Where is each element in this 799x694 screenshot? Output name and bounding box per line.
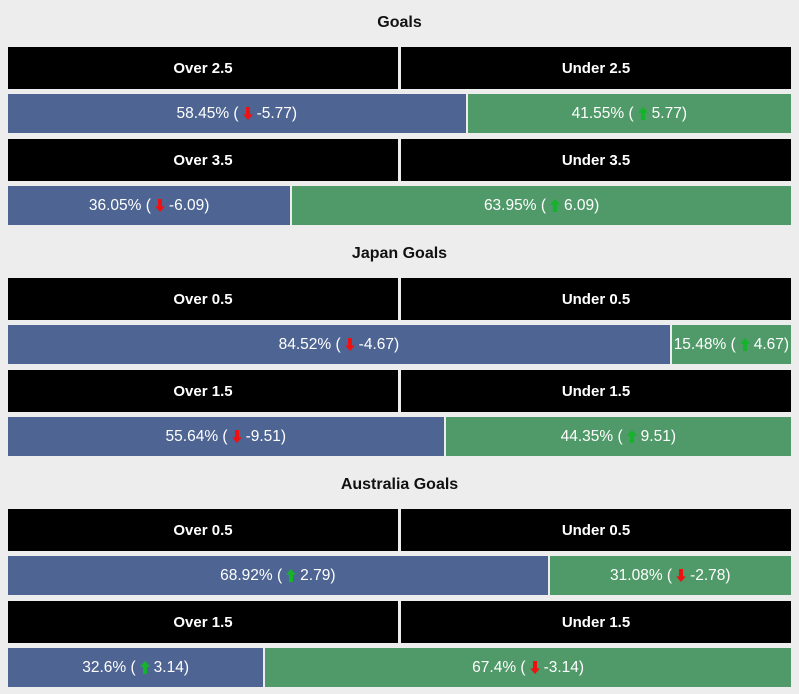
under-bar-segment: 44.35% ( 9.51) (445, 417, 791, 456)
market-header-row: Over 0.5 Under 0.5 (8, 278, 791, 320)
under-header: Under 0.5 (401, 278, 791, 320)
under-bar-segment: 15.48% ( 4.67) (671, 325, 791, 364)
over-percentage: 55.64% ( (165, 427, 228, 445)
over-bar-segment: 68.92% ( 2.79) (8, 556, 548, 595)
probability-bar: 58.45% ( -5.77) 41.55% ( 5.77) (8, 94, 791, 133)
under-header: Under 1.5 (401, 370, 791, 412)
under-header: Under 1.5 (401, 601, 791, 643)
trend-down-icon (676, 569, 686, 582)
over-bar-segment: 84.52% ( -4.67) (8, 325, 670, 364)
section-title-goals: Goals (377, 14, 422, 31)
over-header: Over 0.5 (8, 278, 398, 320)
probability-bar: 36.05% ( -6.09) 63.95% ( 6.09) (8, 186, 791, 225)
under-delta: 6.09) (563, 196, 600, 214)
section-title-australia-goals: Australia Goals (340, 476, 459, 493)
trend-up-icon (626, 430, 637, 443)
trend-down-icon (529, 661, 540, 674)
under-delta: 5.77) (651, 104, 688, 122)
over-header: Over 0.5 (8, 509, 398, 551)
over-header: Over 2.5 (8, 47, 398, 89)
under-percentage: 67.4% ( (472, 658, 526, 676)
under-header: Under 0.5 (401, 509, 791, 551)
section-title-japan-goals: Japan Goals (351, 245, 448, 262)
over-delta: -6.09) (168, 196, 210, 214)
under-percentage: 44.35% ( (560, 427, 623, 445)
over-delta: 3.14) (153, 658, 189, 676)
under-header: Under 3.5 (401, 139, 791, 181)
under-bar-segment: 41.55% ( 5.77) (467, 94, 791, 133)
over-delta: -9.51) (245, 427, 287, 445)
probability-bar: 84.52% ( -4.67) 15.48% ( 4.67) (8, 325, 791, 364)
over-percentage: 84.52% ( (278, 335, 341, 353)
trend-up-icon (739, 338, 750, 351)
under-header: Under 2.5 (401, 47, 791, 89)
under-delta: -2.78) (690, 566, 731, 584)
over-bar-segment: 55.64% ( -9.51) (8, 417, 444, 456)
market-header-row: Over 2.5 Under 2.5 (8, 47, 791, 89)
market-header-row: Over 3.5 Under 3.5 (8, 139, 791, 181)
under-percentage: 31.08% ( (610, 566, 673, 584)
probability-bar: 55.64% ( -9.51) 44.35% ( 9.51) (8, 417, 791, 456)
under-percentage: 41.55% ( (571, 104, 634, 122)
trend-up-icon (139, 661, 150, 674)
over-delta: -4.67) (358, 335, 400, 353)
over-header: Over 1.5 (8, 601, 398, 643)
over-percentage: 32.6% ( (82, 658, 136, 676)
trend-down-icon (344, 338, 355, 351)
trend-up-icon (637, 107, 648, 120)
over-percentage: 68.92% ( (220, 566, 283, 584)
market-header-row: Over 1.5 Under 1.5 (8, 601, 791, 643)
market-header-row: Over 1.5 Under 1.5 (8, 370, 791, 412)
under-percentage: 63.95% ( (483, 196, 546, 214)
trend-down-icon (155, 199, 165, 212)
under-delta: 4.67) (753, 335, 790, 353)
probability-bar: 68.92% ( 2.79) 31.08% ( -2.78) (8, 556, 791, 595)
market-header-row: Over 0.5 Under 0.5 (8, 509, 791, 551)
under-bar-segment: 63.95% ( 6.09) (292, 186, 791, 225)
over-delta: 2.79) (300, 566, 336, 584)
under-bar-segment: 67.4% ( -3.14) (265, 648, 791, 687)
under-percentage: 15.48% ( (673, 335, 736, 353)
over-percentage: 58.45% ( (176, 104, 239, 122)
over-percentage: 36.05% ( (88, 196, 151, 214)
over-bar-segment: 58.45% ( -5.77) (8, 94, 466, 133)
under-delta: 9.51) (640, 427, 677, 445)
trend-down-icon (231, 430, 242, 443)
over-bar-segment: 36.05% ( -6.09) (8, 186, 291, 225)
trend-up-icon (286, 569, 297, 582)
under-delta: -3.14) (543, 658, 585, 676)
trend-up-icon (550, 199, 560, 212)
over-header: Over 1.5 (8, 370, 398, 412)
probability-bar: 32.6% ( 3.14) 67.4% ( -3.14) (8, 648, 791, 687)
over-header: Over 3.5 (8, 139, 398, 181)
over-delta: -5.77) (256, 104, 298, 122)
under-bar-segment: 31.08% ( -2.78) (549, 556, 791, 595)
trend-down-icon (242, 107, 253, 120)
over-bar-segment: 32.6% ( 3.14) (8, 648, 264, 687)
